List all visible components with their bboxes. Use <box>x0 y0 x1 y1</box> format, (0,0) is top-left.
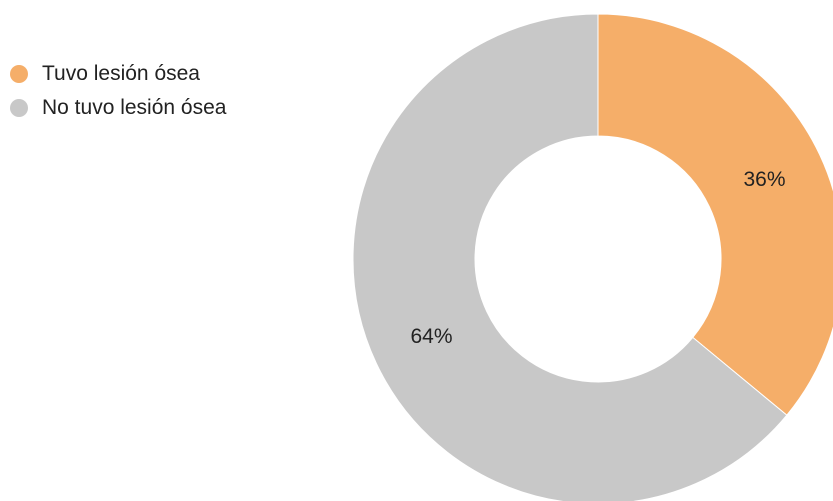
slice-label-0: 36% <box>743 168 785 191</box>
legend-item-tuvo[interactable]: Tuvo lesión ósea <box>10 60 226 88</box>
slice-label-1: 64% <box>410 325 452 348</box>
legend-swatch-no-tuvo <box>10 99 28 117</box>
legend-item-no-tuvo[interactable]: No tuvo lesión ósea <box>10 94 226 122</box>
legend-swatch-tuvo <box>10 65 28 83</box>
donut-slice-1[interactable] <box>352 13 788 501</box>
legend-label-no-tuvo: No tuvo lesión ósea <box>42 96 227 119</box>
donut-slice-0[interactable] <box>597 13 833 416</box>
chart-legend: Tuvo lesión ósea No tuvo lesión ósea <box>10 60 226 128</box>
legend-label-tuvo: Tuvo lesión ósea <box>42 62 200 85</box>
